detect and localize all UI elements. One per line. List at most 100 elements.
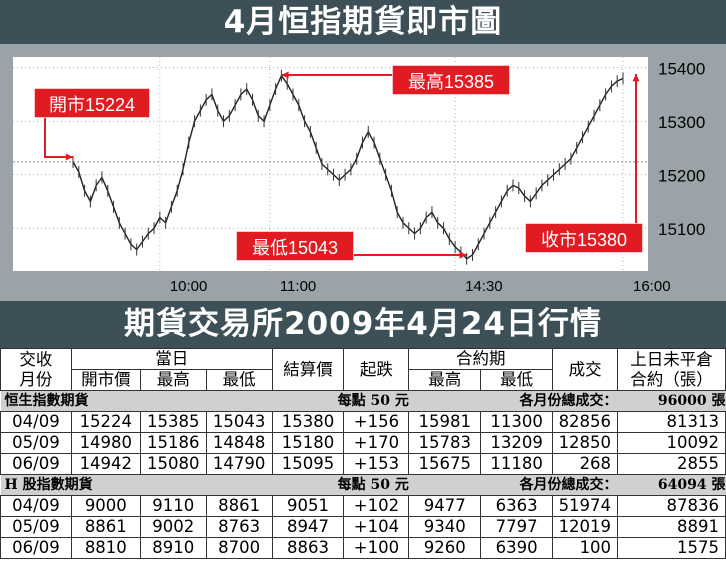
section-per-point: 每點 50 元 (272, 474, 409, 496)
header-trade-month: 交收 月份 (0, 348, 72, 391)
table-cell: 1575 (617, 537, 726, 559)
chart-panel: 15100 15200 15300 15400 10:00 11:00 14:30 16:00… (0, 44, 726, 301)
x-tick-label: 14:30 (465, 278, 503, 295)
table-row: 05/09 14980 15186 14848 15180 +170 15783 13209 1… (0, 432, 726, 454)
table-row: 06/09 14942 15080 14790 15095 +153 15675 11180 2… (0, 453, 726, 475)
open-callout-label: 開市15224 (49, 95, 135, 115)
table-cell: 14790 (205, 453, 273, 475)
table-cell: 8891 (617, 516, 726, 538)
table-cell: 06/09 (0, 453, 72, 475)
table-cell: 14942 (70, 453, 141, 475)
table-row: 04/09 15224 15385 15043 15380 +156 15981 11300 8… (0, 411, 726, 433)
table-cell: 05/09 (0, 432, 72, 454)
chart-title-banner: 4月恒指期貨即市圖 (0, 0, 726, 44)
close-arrow-head (632, 74, 640, 82)
table-cell: 8947 (271, 516, 345, 538)
table-cell: 9340 (408, 516, 482, 538)
table-cell: 8700 (205, 537, 273, 559)
table-cell: 14848 (205, 432, 273, 454)
y-tick-label: 15100 (658, 220, 705, 239)
table-cell: 2855 (617, 453, 726, 475)
header-change: 起跌 (343, 348, 410, 391)
low-callout-box (235, 230, 355, 262)
section-total: 64094 張 (617, 474, 726, 496)
header-open-interest: 上日未平倉 合約（張） (617, 348, 726, 391)
open-arrow-line (44, 118, 73, 158)
high-callout-box (391, 64, 511, 96)
x-tick-label: 10:00 (170, 278, 208, 295)
open-arrow-head (65, 153, 73, 161)
header-contract-low: 最低 (480, 369, 554, 391)
table-cell: 15385 (139, 411, 207, 433)
section-total-label: 各月份總成交： (408, 474, 618, 496)
header-open: 開市價 (70, 369, 141, 391)
table-cell: 13209 (480, 432, 554, 454)
table-cell: +170 (343, 432, 410, 454)
table-cell: 15080 (139, 453, 207, 475)
table-cell: 87836 (617, 495, 726, 517)
table-title-banner: 期貨交易所2009年4月24日行情 (0, 301, 726, 348)
table-cell: 9000 (70, 495, 141, 517)
x-tick-label: 11:00 (280, 278, 316, 295)
table-cell: 11300 (480, 411, 554, 433)
table-cell: 12019 (552, 516, 619, 538)
y-tick-label: 15400 (658, 60, 705, 79)
header-month: 月份 (19, 369, 53, 389)
table-cell: 15981 (408, 411, 482, 433)
table-cell: 9260 (408, 537, 482, 559)
table-cell: 15783 (408, 432, 482, 454)
table-cell: 11180 (480, 453, 554, 475)
table-cell: 15186 (139, 432, 207, 454)
table-cell: 05/09 (0, 516, 72, 538)
table-cell: 8861 (205, 495, 273, 517)
table-cell: 8810 (70, 537, 141, 559)
high-callout-label: 最高15385 (408, 72, 494, 92)
table-cell: 6363 (480, 495, 554, 517)
high-arrow-head (281, 71, 289, 79)
table-cell: 8863 (271, 537, 345, 559)
table-cell: 06/09 (0, 537, 72, 559)
table-cell: 9002 (139, 516, 207, 538)
header-row-2: 開市價 最高 最低 最高 最低 (1, 369, 726, 391)
table-cell: 04/09 (0, 495, 72, 517)
header-contract-high: 最高 (408, 369, 482, 391)
table-cell: +153 (343, 453, 410, 475)
header-settle: 結算價 (271, 348, 345, 391)
open-callout-box (33, 87, 151, 119)
header-low: 最低 (205, 369, 273, 391)
table-cell: 82856 (552, 411, 619, 433)
table-cell: 8763 (205, 516, 273, 538)
table-cell: 7797 (480, 516, 554, 538)
table-cell: +102 (343, 495, 410, 517)
table-row: 05/09 8861 9002 8763 8947 +104 9340 7797 12019 88… (0, 516, 726, 538)
header-high: 最高 (139, 369, 207, 391)
header-volume: 成交 (552, 348, 619, 391)
table-cell: 51974 (552, 495, 619, 517)
header-oi-line1: 上日未平倉 (630, 349, 713, 369)
table-cell: 9477 (408, 495, 482, 517)
table-cell: 100 (552, 537, 619, 559)
table-cell: 15675 (408, 453, 482, 475)
table-cell: 15380 (271, 411, 345, 433)
table-cell: 15043 (205, 411, 273, 433)
table-cell: +104 (343, 516, 410, 538)
section-total-label: 各月份總成交： (408, 390, 618, 412)
table-cell: 12850 (552, 432, 619, 454)
table-cell: 9110 (139, 495, 207, 517)
table-cell: 81313 (617, 411, 726, 433)
table-cell: 8910 (139, 537, 207, 559)
table-cell: 14980 (70, 432, 141, 454)
header-row-1: 交收 月份 當日 結算價 起跌 合約期 成交 上日未平倉 合約（張） (0, 348, 726, 391)
y-tick-label: 15300 (658, 113, 705, 132)
table-cell: 10092 (617, 432, 726, 454)
header-day: 當日 (70, 348, 273, 370)
y-tick-label: 15200 (658, 167, 705, 186)
section-row: 恒生指數期貨 每點 50 元各月份總成交： 96000 張 (0, 390, 726, 412)
table-cell: 268 (552, 453, 619, 475)
table-cell: 15095 (271, 453, 345, 475)
table-cell: 04/09 (0, 411, 72, 433)
section-name: H 股指數期貨 (0, 474, 273, 496)
header-trade: 交收 (19, 349, 53, 369)
table-cell: 9051 (271, 495, 345, 517)
close-callout-box (524, 222, 644, 254)
